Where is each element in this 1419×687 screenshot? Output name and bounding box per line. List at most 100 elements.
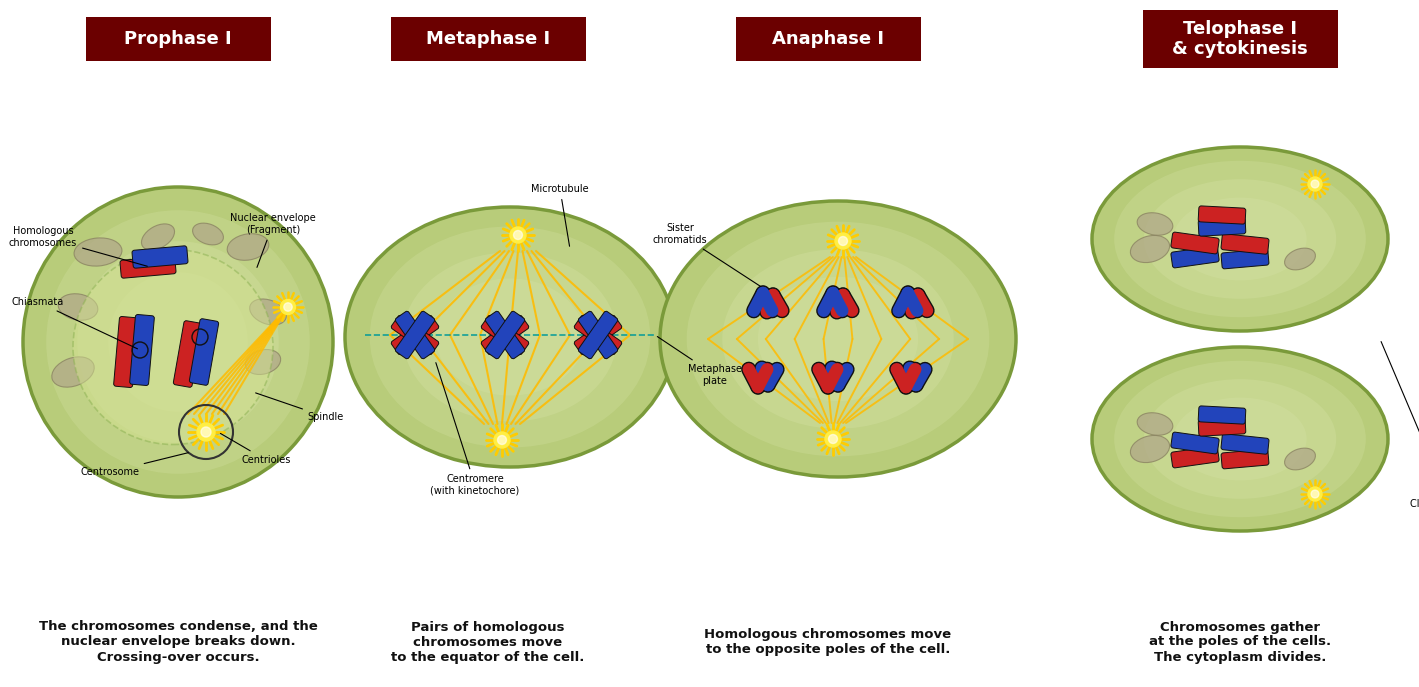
Circle shape — [514, 231, 522, 240]
Text: Sister
chromatids: Sister chromatids — [653, 223, 761, 286]
FancyBboxPatch shape — [173, 321, 203, 387]
Ellipse shape — [436, 278, 585, 396]
Ellipse shape — [1144, 179, 1337, 299]
Circle shape — [824, 431, 841, 447]
Ellipse shape — [345, 207, 675, 467]
FancyBboxPatch shape — [1220, 433, 1269, 454]
Circle shape — [201, 427, 211, 437]
Ellipse shape — [74, 238, 122, 266]
FancyBboxPatch shape — [392, 315, 438, 354]
Text: Pairs of homologous
chromosomes move
to the equator of the cell.: Pairs of homologous chromosomes move to … — [392, 620, 585, 664]
Text: Centrioles: Centrioles — [220, 433, 291, 465]
Text: Prophase I: Prophase I — [125, 30, 231, 48]
Circle shape — [839, 236, 847, 245]
Ellipse shape — [193, 223, 223, 245]
Ellipse shape — [1114, 361, 1366, 517]
Circle shape — [281, 300, 295, 315]
Ellipse shape — [1284, 448, 1315, 470]
Ellipse shape — [245, 350, 281, 374]
Text: Homologous chromosomes move
to the opposite poles of the cell.: Homologous chromosomes move to the oppos… — [704, 628, 952, 656]
Ellipse shape — [722, 249, 954, 429]
FancyBboxPatch shape — [735, 17, 921, 61]
FancyBboxPatch shape — [485, 311, 525, 359]
Circle shape — [1311, 180, 1318, 188]
Text: Anaphase I: Anaphase I — [772, 30, 884, 48]
Ellipse shape — [108, 272, 248, 412]
FancyBboxPatch shape — [481, 315, 529, 354]
FancyBboxPatch shape — [1198, 206, 1246, 224]
Circle shape — [829, 434, 837, 444]
FancyBboxPatch shape — [114, 317, 138, 387]
FancyBboxPatch shape — [396, 311, 434, 359]
Circle shape — [834, 233, 851, 249]
Ellipse shape — [370, 227, 650, 447]
Ellipse shape — [1137, 413, 1174, 436]
Ellipse shape — [1144, 379, 1337, 499]
FancyBboxPatch shape — [189, 319, 219, 385]
Ellipse shape — [1284, 248, 1315, 270]
Text: Chromosomes gather
at the poles of the cells.
The cytoplasm divides.: Chromosomes gather at the poles of the c… — [1149, 620, 1331, 664]
FancyBboxPatch shape — [578, 311, 617, 359]
FancyBboxPatch shape — [481, 315, 529, 354]
FancyBboxPatch shape — [1198, 406, 1246, 424]
Circle shape — [509, 227, 526, 243]
Text: Spindle: Spindle — [255, 393, 345, 422]
Text: Metaphase
plate: Metaphase plate — [657, 337, 742, 386]
Text: Cleavage furrow: Cleavage furrow — [1381, 341, 1419, 509]
Ellipse shape — [142, 224, 175, 250]
FancyBboxPatch shape — [132, 246, 187, 268]
FancyBboxPatch shape — [85, 17, 271, 61]
Text: Centrosome: Centrosome — [81, 453, 189, 477]
Ellipse shape — [1137, 213, 1174, 235]
Text: Telophase I
& cytokinesis: Telophase I & cytokinesis — [1172, 20, 1308, 58]
Ellipse shape — [1093, 347, 1388, 531]
FancyBboxPatch shape — [578, 311, 617, 359]
Ellipse shape — [227, 234, 268, 260]
FancyBboxPatch shape — [129, 315, 155, 385]
Text: Metaphase I: Metaphase I — [426, 30, 551, 48]
FancyBboxPatch shape — [1171, 246, 1219, 268]
Circle shape — [498, 436, 507, 444]
FancyBboxPatch shape — [1142, 10, 1338, 68]
FancyBboxPatch shape — [121, 256, 176, 278]
Circle shape — [197, 423, 216, 441]
FancyBboxPatch shape — [575, 315, 622, 354]
Text: Centromere
(with kinetochore): Centromere (with kinetochore) — [430, 363, 519, 496]
Circle shape — [1308, 177, 1323, 191]
Ellipse shape — [58, 294, 98, 320]
Ellipse shape — [77, 241, 278, 442]
Text: Nuclear envelope
(Fragment): Nuclear envelope (Fragment) — [230, 213, 316, 267]
FancyBboxPatch shape — [1171, 446, 1219, 468]
Text: The chromosomes condense, and the
nuclear envelope breaks down.
Crossing-over oc: The chromosomes condense, and the nuclea… — [38, 620, 318, 664]
Ellipse shape — [250, 299, 287, 325]
FancyBboxPatch shape — [1222, 249, 1269, 269]
FancyBboxPatch shape — [1222, 449, 1269, 469]
Ellipse shape — [687, 222, 989, 456]
FancyBboxPatch shape — [1171, 432, 1219, 454]
Ellipse shape — [23, 187, 333, 497]
FancyBboxPatch shape — [485, 311, 525, 359]
Ellipse shape — [51, 357, 94, 387]
Ellipse shape — [1093, 147, 1388, 331]
Ellipse shape — [1114, 161, 1366, 317]
FancyBboxPatch shape — [396, 311, 434, 359]
Text: Microtubule: Microtubule — [531, 184, 589, 246]
FancyBboxPatch shape — [390, 17, 586, 61]
FancyBboxPatch shape — [1198, 218, 1246, 236]
FancyBboxPatch shape — [575, 315, 622, 354]
Ellipse shape — [1174, 198, 1307, 280]
Ellipse shape — [1131, 436, 1169, 462]
Circle shape — [494, 432, 509, 448]
FancyBboxPatch shape — [1220, 234, 1269, 254]
Ellipse shape — [1174, 398, 1307, 480]
Ellipse shape — [72, 249, 272, 444]
Ellipse shape — [47, 210, 309, 474]
Ellipse shape — [758, 277, 918, 401]
Text: Chiasmata: Chiasmata — [11, 297, 138, 349]
Circle shape — [1311, 490, 1318, 498]
FancyBboxPatch shape — [1198, 418, 1246, 436]
FancyBboxPatch shape — [392, 315, 438, 354]
Ellipse shape — [660, 201, 1016, 477]
Text: Homologous
chromosomes: Homologous chromosomes — [9, 226, 148, 267]
Circle shape — [1308, 487, 1323, 501]
